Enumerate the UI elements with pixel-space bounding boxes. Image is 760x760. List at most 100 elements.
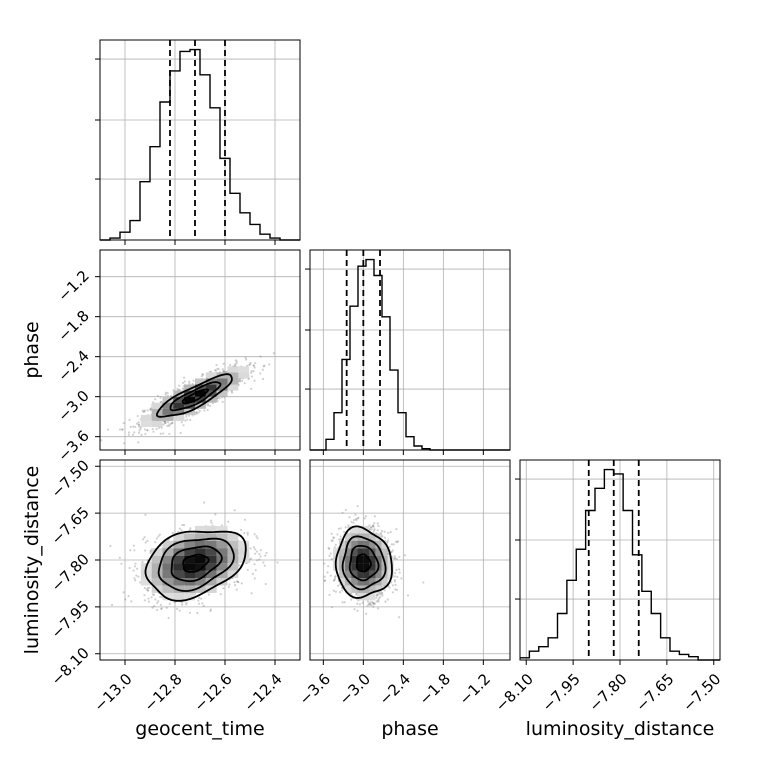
sample-point [381, 591, 384, 594]
sample-point [148, 586, 151, 589]
density-cell [363, 555, 370, 564]
sample-point [150, 596, 153, 599]
density-cell [184, 384, 195, 391]
density-cell [195, 378, 206, 385]
sample-point [398, 555, 401, 558]
sample-point [147, 597, 150, 600]
density-cell [173, 555, 185, 564]
contour-level-0 [355, 553, 372, 573]
density-cell [216, 384, 228, 391]
density-cell [173, 592, 185, 601]
density-cell [195, 570, 206, 579]
sample-point [156, 394, 160, 398]
x-tick-label-luminosity-distance: −7.65 [632, 670, 677, 715]
sample-point [256, 559, 259, 562]
sample-point [149, 551, 152, 555]
y-tick-label-luminosity-distance: −8.10 [48, 644, 93, 689]
sample-point [255, 550, 259, 553]
x-axis-label-geocent-time: geocent_time [135, 718, 264, 740]
sample-point [191, 382, 194, 386]
sample-point [393, 580, 397, 583]
density-cell [184, 396, 195, 403]
sample-point [198, 602, 201, 605]
sample-point [120, 562, 123, 565]
density-cell [184, 390, 195, 397]
sample-point [142, 410, 145, 414]
sample-point [121, 428, 124, 431]
sample-point [395, 540, 398, 543]
sample-point [194, 411, 197, 414]
sample-point [163, 420, 166, 423]
density-cell [369, 540, 376, 549]
sample-point [388, 586, 391, 589]
y-tick-label-phase: −1.8 [54, 307, 92, 345]
density-cell [195, 548, 206, 556]
density-cell [184, 585, 195, 593]
sample-point [343, 601, 346, 604]
sample-point [233, 509, 236, 512]
density-cell [238, 540, 250, 549]
sample-point [156, 601, 159, 605]
sample-point [127, 433, 130, 436]
scatter-panel-geocent-time-vs-phase [95, 249, 301, 455]
sample-point [155, 537, 158, 540]
density-cell [375, 555, 382, 564]
sample-point [143, 594, 146, 597]
sample-point [178, 388, 181, 391]
sample-point [333, 576, 336, 579]
sample-point [214, 513, 217, 516]
sample-point [344, 508, 348, 512]
sample-point [377, 524, 380, 528]
sample-point [176, 607, 179, 610]
sample-point [331, 539, 334, 542]
sample-point [130, 600, 133, 603]
sample-point [330, 539, 333, 542]
sample-point [127, 431, 131, 434]
sample-point [181, 603, 184, 606]
sample-point [151, 427, 154, 431]
sample-point [333, 546, 336, 549]
contour-level-2 [341, 535, 387, 591]
sample-point [370, 603, 373, 607]
sample-point [352, 521, 355, 524]
sample-point [373, 602, 376, 606]
sample-point [106, 428, 110, 431]
density-cell [140, 420, 152, 427]
density-cell [369, 555, 376, 564]
sample-point [145, 588, 148, 591]
sample-point [403, 554, 407, 557]
sample-point [390, 550, 393, 554]
density-cell [205, 396, 217, 403]
sample-point [366, 600, 370, 603]
density-cell [184, 555, 195, 564]
sample-point [133, 577, 136, 580]
density-cell [216, 390, 228, 397]
sample-point [396, 541, 399, 544]
density-cell [162, 592, 174, 601]
y-tick-label-luminosity-distance: −7.80 [48, 550, 93, 595]
sample-point [148, 408, 152, 411]
sample-point [243, 531, 246, 535]
sample-point [349, 592, 353, 595]
density-cell [184, 592, 195, 601]
sample-point [358, 603, 362, 606]
sample-point [376, 522, 379, 525]
density-cell [205, 384, 217, 391]
hist-panel-geocent-time [95, 39, 301, 245]
sample-point [201, 602, 204, 605]
sample-point [182, 381, 185, 385]
sample-point [243, 518, 247, 521]
density-cell [345, 563, 352, 571]
density-cell [205, 540, 217, 549]
sample-point [185, 415, 188, 418]
sample-point [256, 537, 259, 540]
panels: −13.0 −12.8 −12.6 −12.4 −3.6 −3.0 −2.4 −1.8 −1.2… [48, 39, 725, 715]
sample-point [168, 424, 171, 428]
sample-point [264, 582, 267, 586]
sample-point [239, 528, 243, 531]
sample-point [396, 540, 400, 543]
density-cell [140, 578, 152, 586]
sample-point [393, 555, 397, 558]
sample-point [395, 528, 398, 531]
sample-point [176, 387, 179, 390]
